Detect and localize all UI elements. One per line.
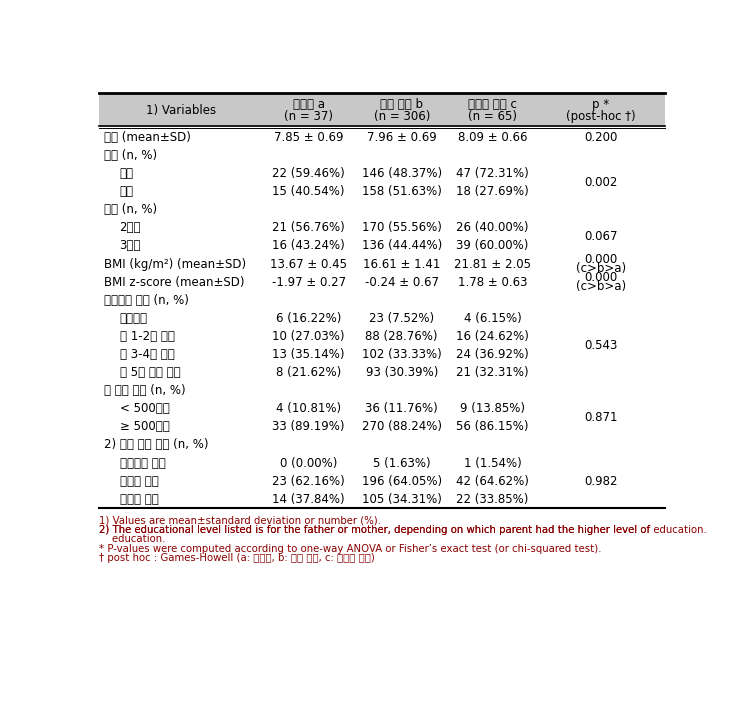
Text: ≥ 500만원: ≥ 500만원 [119, 421, 169, 434]
Text: 주 1-2회 운동: 주 1-2회 운동 [119, 330, 175, 343]
Text: 4 (10.81%): 4 (10.81%) [276, 402, 341, 415]
Text: 0.002: 0.002 [584, 176, 618, 189]
Text: 0.000: 0.000 [584, 271, 618, 284]
Text: 0.543: 0.543 [584, 339, 618, 352]
Text: < 500만원: < 500만원 [119, 402, 169, 415]
Text: 22 (59.46%): 22 (59.46%) [272, 167, 345, 180]
Text: 16 (43.24%): 16 (43.24%) [272, 240, 345, 252]
Text: 93 (30.39%): 93 (30.39%) [366, 366, 438, 379]
Text: 0.200: 0.200 [584, 131, 618, 144]
Text: 나이 (mean±SD): 나이 (mean±SD) [104, 131, 191, 144]
Text: 여자: 여자 [119, 185, 134, 198]
Text: BMI z-score (mean±SD): BMI z-score (mean±SD) [104, 276, 245, 289]
Text: 14 (37.84%): 14 (37.84%) [272, 493, 345, 506]
Text: 2학년: 2학년 [119, 221, 141, 235]
Text: 105 (34.31%): 105 (34.31%) [362, 493, 442, 506]
Text: 1.78 ± 0.63: 1.78 ± 0.63 [457, 276, 527, 289]
Text: 1) Variables: 1) Variables [145, 103, 216, 117]
Text: 22 (33.85%): 22 (33.85%) [457, 493, 529, 506]
Text: 성별 (n, %): 성별 (n, %) [104, 149, 157, 162]
Text: 정상 체중 b: 정상 체중 b [380, 98, 423, 111]
Text: 저체중 a: 저체중 a [292, 98, 325, 111]
Text: 비활동적: 비활동적 [119, 312, 148, 325]
Text: 2) 부모 교육 수준 (n, %): 2) 부모 교육 수준 (n, %) [104, 438, 209, 451]
Text: 대학교 졸업: 대학교 졸업 [119, 475, 158, 488]
Text: 39 (60.00%): 39 (60.00%) [457, 240, 529, 252]
Text: 1 (1.54%): 1 (1.54%) [463, 456, 521, 470]
Text: 7.96 ± 0.69: 7.96 ± 0.69 [367, 131, 436, 144]
Text: 21 (32.31%): 21 (32.31%) [456, 366, 529, 379]
Text: 주 3-4회 운동: 주 3-4회 운동 [119, 348, 175, 361]
Text: 0.067: 0.067 [584, 230, 618, 243]
Text: 102 (33.33%): 102 (33.33%) [362, 348, 442, 361]
Text: 0.982: 0.982 [584, 475, 618, 488]
Text: 23 (62.16%): 23 (62.16%) [272, 475, 345, 488]
Text: 15 (40.54%): 15 (40.54%) [272, 185, 345, 198]
Text: (post-hoc †): (post-hoc †) [566, 110, 636, 123]
Text: 42 (64.62%): 42 (64.62%) [456, 475, 529, 488]
Text: 신체활동 정도 (n, %): 신체활동 정도 (n, %) [104, 294, 189, 307]
Text: 5 (1.63%): 5 (1.63%) [373, 456, 430, 470]
Text: 21 (56.76%): 21 (56.76%) [272, 221, 345, 235]
Text: 10 (27.03%): 10 (27.03%) [272, 330, 345, 343]
Text: (c>b>a): (c>b>a) [576, 280, 626, 293]
Text: † post hoc : Games-Howell (a: 저체중, b: 정상 체중, c: 과체중 이상): † post hoc : Games-Howell (a: 저체중, b: 정상… [99, 553, 375, 563]
Text: 16 (24.62%): 16 (24.62%) [456, 330, 529, 343]
Text: (n = 65): (n = 65) [468, 110, 517, 123]
Text: 대학원 졸업: 대학원 졸업 [119, 493, 158, 506]
Text: 1) Values are mean±standard deviation or number (%).: 1) Values are mean±standard deviation or… [99, 516, 381, 526]
Text: 월 가정 소득 (n, %): 월 가정 소득 (n, %) [104, 384, 186, 397]
Text: (n = 306): (n = 306) [374, 110, 430, 123]
Bar [99, 93, 665, 127]
Text: 136 (44.44%): 136 (44.44%) [362, 240, 442, 252]
Text: 9 (13.85%): 9 (13.85%) [460, 402, 525, 415]
Text: (c>b>a): (c>b>a) [576, 262, 626, 275]
Text: 47 (72.31%): 47 (72.31%) [456, 167, 529, 180]
Text: 196 (64.05%): 196 (64.05%) [362, 475, 442, 488]
Text: 2) The educational level listed is for the father or mother, depending on which : 2) The educational level listed is for t… [99, 525, 707, 535]
Text: 23 (7.52%): 23 (7.52%) [369, 312, 434, 325]
Text: p *: p * [592, 98, 609, 111]
Text: 주 5회 이상 운동: 주 5회 이상 운동 [119, 366, 181, 379]
Text: -0.24 ± 0.67: -0.24 ± 0.67 [365, 276, 439, 289]
Text: 88 (28.76%): 88 (28.76%) [366, 330, 438, 343]
Text: 36 (11.76%): 36 (11.76%) [366, 402, 438, 415]
Text: 33 (89.19%): 33 (89.19%) [272, 421, 345, 434]
Text: 16.61 ± 1.41: 16.61 ± 1.41 [363, 257, 440, 270]
Text: 0.000: 0.000 [584, 253, 618, 266]
Text: 18 (27.69%): 18 (27.69%) [456, 185, 529, 198]
Text: 4 (6.15%): 4 (6.15%) [463, 312, 521, 325]
Text: 270 (88.24%): 270 (88.24%) [362, 421, 442, 434]
Text: 158 (51.63%): 158 (51.63%) [362, 185, 442, 198]
Text: 6 (16.22%): 6 (16.22%) [276, 312, 342, 325]
Text: 24 (36.92%): 24 (36.92%) [456, 348, 529, 361]
Text: 8 (21.62%): 8 (21.62%) [276, 366, 342, 379]
Text: BMI (kg/m²) (mean±SD): BMI (kg/m²) (mean±SD) [104, 257, 246, 270]
Text: 146 (48.37%): 146 (48.37%) [362, 167, 442, 180]
Text: 고등학교 졸업: 고등학교 졸업 [119, 456, 166, 470]
Text: 26 (40.00%): 26 (40.00%) [456, 221, 529, 235]
Text: 170 (55.56%): 170 (55.56%) [362, 221, 442, 235]
Text: 13.67 ± 0.45: 13.67 ± 0.45 [270, 257, 347, 270]
Text: * P-values were computed according to one-way ANOVA or Fisher’s exact test (or c: * P-values were computed according to on… [99, 544, 602, 554]
Text: 0.871: 0.871 [584, 411, 618, 424]
Text: 13 (35.14%): 13 (35.14%) [272, 348, 345, 361]
Text: 3학년: 3학년 [119, 240, 141, 252]
Text: 0 (0.00%): 0 (0.00%) [280, 456, 337, 470]
Text: 21.81 ± 2.05: 21.81 ± 2.05 [454, 257, 531, 270]
Text: -1.97 ± 0.27: -1.97 ± 0.27 [272, 276, 345, 289]
Text: education.: education. [99, 535, 166, 545]
Text: 남자: 남자 [119, 167, 134, 180]
Text: 8.09 ± 0.66: 8.09 ± 0.66 [457, 131, 527, 144]
Text: (n = 37): (n = 37) [284, 110, 333, 123]
Text: 2) The educational level listed is for the father or mother, depending on which : 2) The educational level listed is for t… [99, 525, 651, 535]
Text: 7.85 ± 0.69: 7.85 ± 0.69 [274, 131, 343, 144]
Text: 56 (86.15%): 56 (86.15%) [456, 421, 529, 434]
Text: 과체중 이상 c: 과체중 이상 c [468, 98, 517, 111]
Text: 학년 (n, %): 학년 (n, %) [104, 203, 157, 216]
